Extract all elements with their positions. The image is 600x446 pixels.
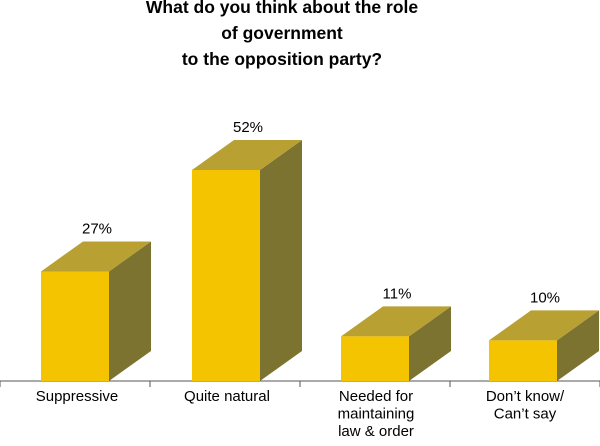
category-label-line: Quite natural xyxy=(184,388,270,405)
bar-top xyxy=(41,241,151,272)
category-label-line: law & order xyxy=(338,423,414,440)
category-labels: Suppressive Quite natural Needed formainta… xyxy=(36,388,565,440)
category-label-line: Don’t know/ xyxy=(486,388,565,405)
category-label-line: Can’t say xyxy=(494,406,557,423)
bar xyxy=(192,140,302,381)
x-axis-ticks xyxy=(0,381,600,387)
chart-title-line-2: of government xyxy=(221,23,343,43)
bar xyxy=(489,310,599,381)
value-label: 27% xyxy=(82,220,112,237)
category-label-line: Needed for xyxy=(339,388,413,405)
bar-side xyxy=(109,241,151,381)
category-label-line: Suppressive xyxy=(36,388,119,405)
bar-front xyxy=(192,170,260,381)
value-labels: 27% 52% 11% 10% xyxy=(82,119,560,306)
bar xyxy=(41,241,151,381)
bars xyxy=(41,140,599,381)
chart-title-line-1: What do you think about the role xyxy=(146,0,418,17)
bar-top xyxy=(341,306,451,337)
category-label-line: maintaining xyxy=(338,406,415,423)
bar-side xyxy=(260,140,302,381)
value-label: 52% xyxy=(233,119,263,136)
category-label: Quite natural xyxy=(184,388,270,405)
value-label: 10% xyxy=(530,289,560,306)
bar-front xyxy=(41,271,109,381)
chart-title-line-3: to the opposition party? xyxy=(182,49,382,69)
bar-top xyxy=(192,140,302,170)
bar-front xyxy=(489,340,557,381)
category-label: Don’t know/Can’t say xyxy=(486,388,565,423)
bar-front xyxy=(341,336,409,381)
bar-top xyxy=(489,310,599,341)
value-label: 11% xyxy=(383,285,412,302)
bar-side xyxy=(557,310,599,381)
chart-title: What do you think about the role of gove… xyxy=(146,0,418,69)
bar xyxy=(341,306,451,381)
category-label: Suppressive xyxy=(36,388,119,405)
bar-side xyxy=(409,306,451,381)
